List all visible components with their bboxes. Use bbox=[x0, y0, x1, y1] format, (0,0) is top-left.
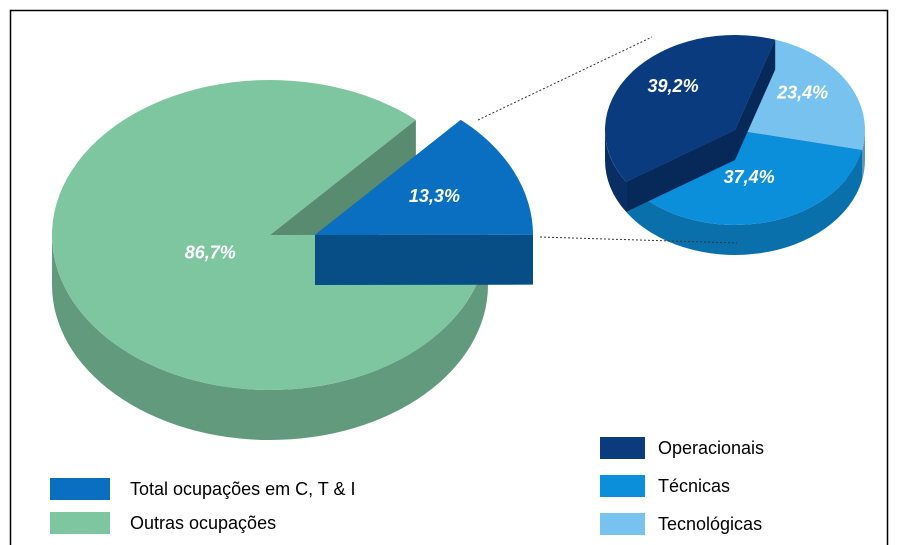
legend-label: Tecnológicas bbox=[658, 514, 762, 534]
legend-swatch bbox=[600, 437, 645, 459]
value-label: 23,4% bbox=[776, 82, 828, 102]
legend-swatch bbox=[600, 513, 645, 535]
value-label: 13,3% bbox=[409, 186, 460, 206]
pie-side bbox=[605, 130, 627, 212]
pie-slice bbox=[626, 130, 863, 226]
frame bbox=[9, 9, 889, 545]
legend-swatch bbox=[50, 478, 110, 500]
pie-side bbox=[626, 150, 863, 256]
legend-label: Operacionais bbox=[658, 438, 764, 458]
legend-label: Outras ocupações bbox=[130, 513, 276, 533]
connector bbox=[539, 236, 738, 244]
legend-label: Técnicas bbox=[658, 476, 730, 496]
pies: 13,3% 86,7% 23,4% 37,4% 39,2% bbox=[51, 35, 865, 440]
value-label: 86,7% bbox=[185, 243, 236, 263]
value-label: 39,2% bbox=[648, 76, 699, 96]
pie-slice bbox=[605, 35, 776, 182]
pie-side bbox=[862, 130, 865, 181]
value-label: 37,4% bbox=[724, 167, 775, 187]
pie-side bbox=[52, 235, 488, 440]
pie-cut-face bbox=[315, 234, 533, 285]
legends: Total ocupações em C, T & I Outras ocupaç… bbox=[50, 437, 764, 535]
pie-cut-face bbox=[626, 130, 735, 212]
legend-swatch bbox=[600, 475, 645, 497]
legend-label: Total ocupações em C, T & I bbox=[130, 479, 355, 499]
pie-cut-face bbox=[735, 39, 776, 161]
pie-slice bbox=[51, 79, 489, 390]
pie-slice bbox=[315, 119, 533, 235]
connector bbox=[477, 36, 653, 121]
legend-swatch bbox=[50, 512, 110, 534]
